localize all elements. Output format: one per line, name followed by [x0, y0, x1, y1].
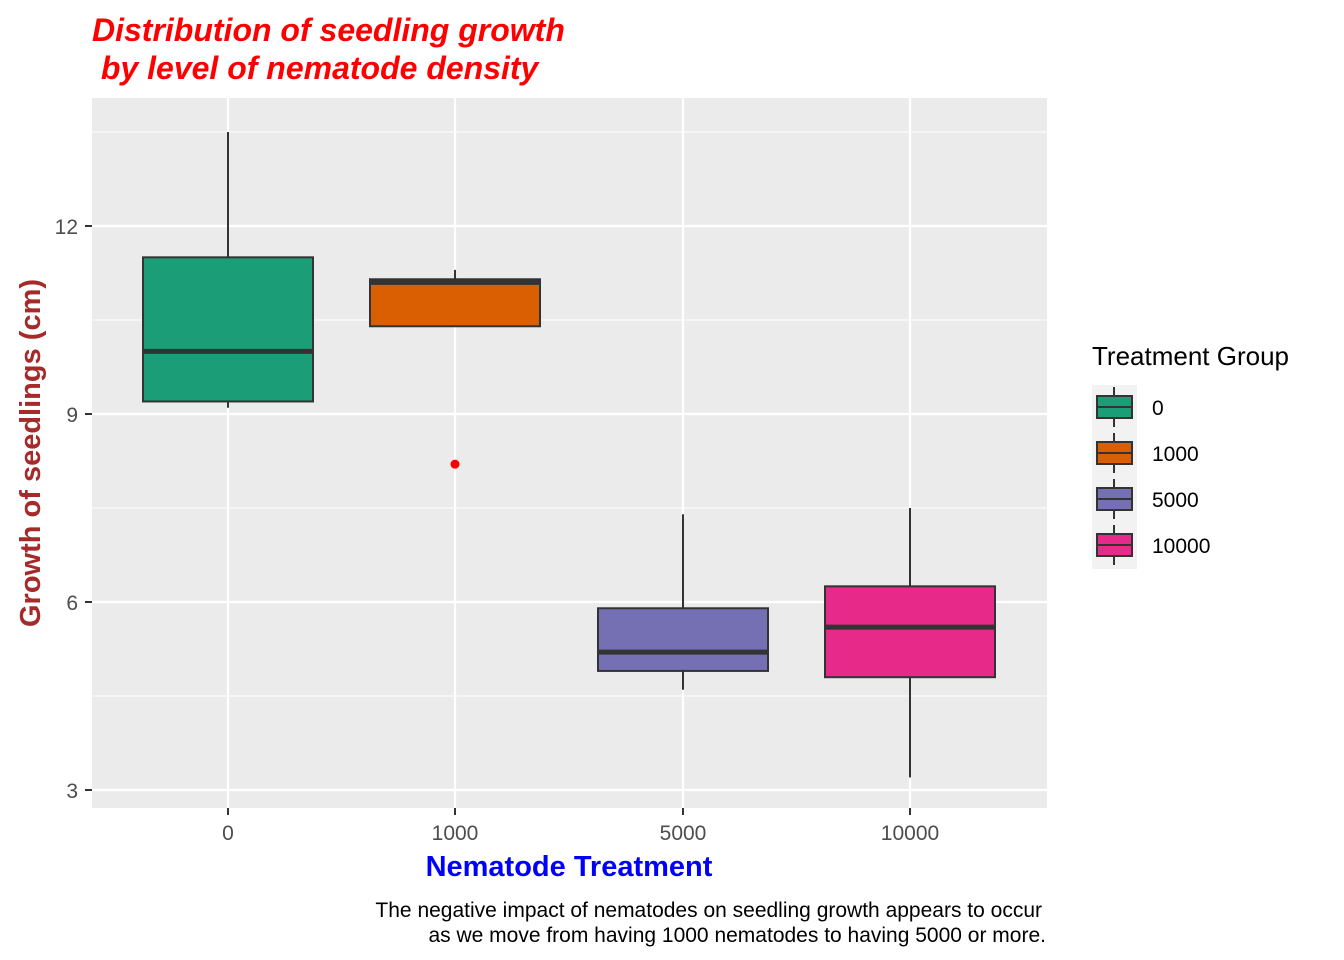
legend-label: 0: [1152, 397, 1164, 420]
y-tick-label: 12: [55, 216, 78, 239]
legend-item-5000: 5000: [1096, 479, 1199, 519]
x-tick-label: 10000: [881, 822, 939, 845]
legend-label: 5000: [1152, 489, 1199, 512]
legend: Treatment Group 0 1000 5000 10000: [1092, 341, 1289, 569]
box-1000: [369, 269, 541, 469]
outlier-point: [450, 459, 460, 469]
box-10000: [824, 508, 996, 778]
legend-item-1000: 1000: [1096, 433, 1199, 473]
y-axis-title: Growth of seedlings (cm): [15, 279, 47, 627]
legend-title: Treatment Group: [1092, 341, 1289, 371]
y-tick-label: 3: [66, 780, 78, 803]
legend-label: 10000: [1152, 535, 1210, 558]
box-iqr: [369, 278, 541, 328]
legend-item-0: 0: [1096, 387, 1164, 427]
x-tick-label: 5000: [660, 822, 707, 845]
y-tick-label: 6: [66, 592, 78, 615]
x-axis-ticks: 0 1000 5000 10000: [222, 808, 939, 845]
plot-panel: [92, 98, 1047, 808]
box-iqr: [597, 607, 769, 672]
box-5000: [597, 514, 769, 690]
x-tick-label: 1000: [432, 822, 479, 845]
chart-title-line-1: Distribution of seedling growth: [92, 12, 565, 48]
chart-title-line-2: by level of nematode density: [92, 50, 541, 86]
y-axis-ticks: 3 6 9 12: [55, 216, 92, 803]
legend-label: 1000: [1152, 443, 1199, 466]
legend-item-10000: 10000: [1096, 525, 1210, 565]
caption-line-2: as we move from having 1000 nematodes to…: [428, 924, 1046, 947]
x-tick-label: 0: [222, 822, 234, 845]
box-0: [142, 132, 314, 408]
box-series: [142, 132, 996, 778]
y-tick-label: 9: [66, 404, 78, 427]
caption-line-1: The negative impact of nematodes on seed…: [375, 899, 1042, 922]
box-iqr: [142, 256, 314, 403]
box-iqr: [824, 585, 996, 679]
x-axis-title: Nematode Treatment: [426, 851, 713, 883]
